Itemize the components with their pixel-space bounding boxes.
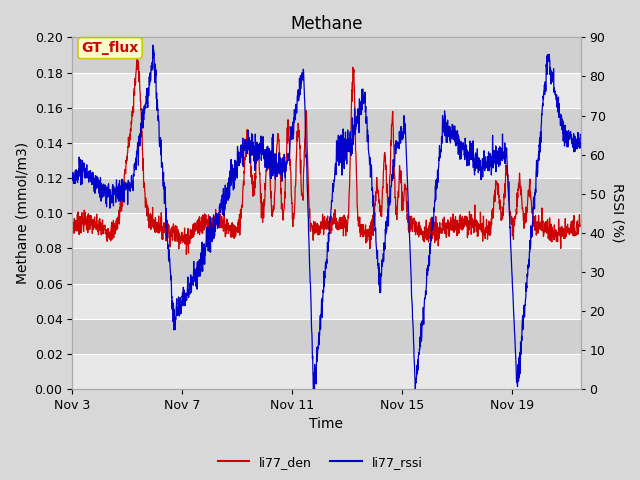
- Bar: [72, 249, 580, 284]
- Bar: [72, 354, 580, 389]
- Title: Methane: Methane: [290, 15, 363, 33]
- Bar: [72, 37, 580, 72]
- Bar: [72, 284, 580, 319]
- Bar: [72, 143, 580, 178]
- Bar: [72, 108, 580, 143]
- Legend: li77_den, li77_rssi: li77_den, li77_rssi: [212, 451, 428, 474]
- Bar: [72, 72, 580, 108]
- Y-axis label: RSSI (%): RSSI (%): [611, 183, 625, 243]
- Y-axis label: Methane (mmol/m3): Methane (mmol/m3): [15, 142, 29, 284]
- Bar: [72, 213, 580, 249]
- Text: GT_flux: GT_flux: [81, 41, 139, 55]
- Bar: [72, 178, 580, 213]
- X-axis label: Time: Time: [309, 418, 344, 432]
- Bar: [72, 319, 580, 354]
